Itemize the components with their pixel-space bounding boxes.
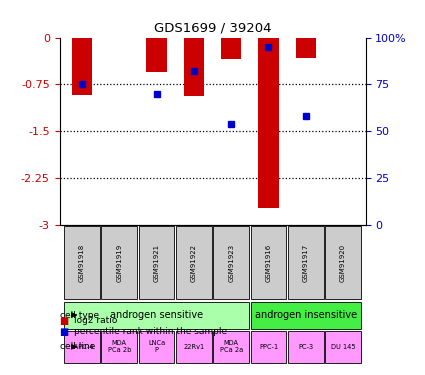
FancyBboxPatch shape [251, 226, 286, 299]
FancyBboxPatch shape [325, 331, 361, 363]
FancyBboxPatch shape [101, 331, 137, 363]
Text: MDA
PCa 2b: MDA PCa 2b [108, 340, 131, 353]
Text: LAPC-4: LAPC-4 [70, 344, 94, 350]
Text: DU 145: DU 145 [331, 344, 355, 350]
Text: GSM91919: GSM91919 [116, 243, 122, 282]
FancyBboxPatch shape [251, 331, 286, 363]
Text: cell type: cell type [60, 310, 99, 320]
FancyBboxPatch shape [251, 302, 361, 328]
Text: ■: ■ [60, 327, 69, 337]
Bar [184, 38, 204, 96]
FancyBboxPatch shape [288, 226, 324, 299]
Text: GSM91918: GSM91918 [79, 243, 85, 282]
Text: cell line: cell line [60, 342, 96, 351]
Text: percentile rank within the sample: percentile rank within the sample [74, 327, 227, 336]
Text: GSM91922: GSM91922 [191, 243, 197, 282]
FancyBboxPatch shape [288, 331, 324, 363]
Text: androgen insensitive: androgen insensitive [255, 310, 357, 320]
Text: PC-3: PC-3 [298, 344, 313, 350]
FancyBboxPatch shape [325, 226, 361, 299]
FancyBboxPatch shape [64, 226, 100, 299]
Text: MDA
PCa 2a: MDA PCa 2a [220, 340, 243, 353]
FancyBboxPatch shape [213, 331, 249, 363]
FancyBboxPatch shape [139, 226, 174, 299]
Text: GSM91921: GSM91921 [153, 243, 159, 282]
Title: GDS1699 / 39204: GDS1699 / 39204 [154, 22, 271, 35]
Text: LNCa
P: LNCa P [148, 340, 165, 353]
Text: GSM91916: GSM91916 [266, 243, 272, 282]
FancyBboxPatch shape [139, 331, 174, 363]
Bar [295, 38, 316, 57]
Text: PPC-1: PPC-1 [259, 344, 278, 350]
Bar [146, 38, 167, 72]
Bar [72, 38, 92, 95]
Bar [221, 38, 241, 59]
Text: log2 ratio: log2 ratio [74, 316, 118, 325]
FancyBboxPatch shape [176, 226, 212, 299]
Text: GSM91917: GSM91917 [303, 243, 309, 282]
Text: GSM91920: GSM91920 [340, 243, 346, 282]
FancyBboxPatch shape [101, 226, 137, 299]
FancyBboxPatch shape [64, 331, 100, 363]
FancyBboxPatch shape [176, 331, 212, 363]
FancyBboxPatch shape [64, 302, 249, 328]
Text: GSM91923: GSM91923 [228, 243, 234, 282]
Text: ■: ■ [60, 316, 69, 326]
Bar [258, 38, 279, 207]
FancyBboxPatch shape [213, 226, 249, 299]
Text: 22Rv1: 22Rv1 [183, 344, 204, 350]
Text: androgen sensitive: androgen sensitive [110, 310, 203, 320]
